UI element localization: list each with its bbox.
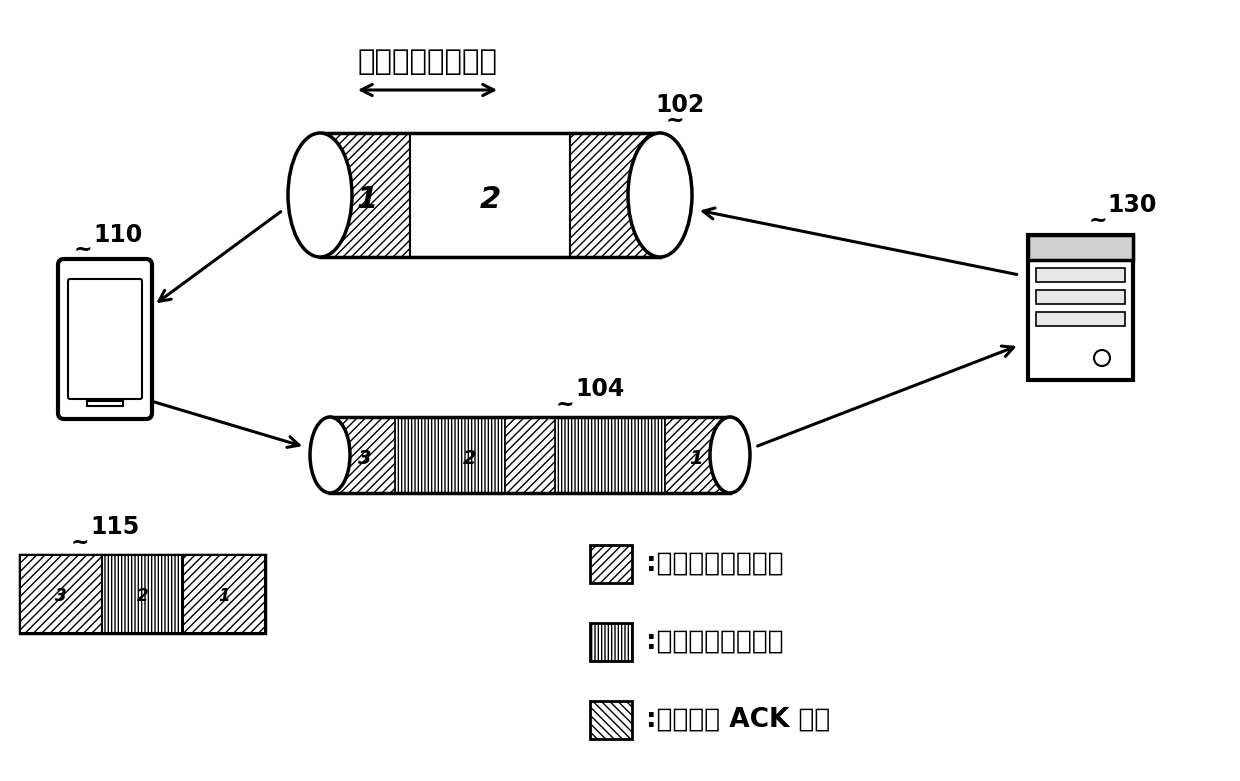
Text: 3: 3 [357,448,371,468]
Circle shape [1094,350,1110,366]
Bar [410,133,570,257]
Text: ~: ~ [73,239,92,261]
Ellipse shape [310,417,350,493]
Text: :上行链路 ACK 分组: :上行链路 ACK 分组 [646,707,831,733]
Bar [330,417,730,493]
Text: 1: 1 [218,587,229,605]
Bar [87,401,123,406]
Bar [1028,235,1132,380]
Text: ~: ~ [556,394,574,416]
Text: ~: ~ [1089,210,1107,232]
Text: 130: 130 [1107,193,1157,217]
FancyBboxPatch shape [68,279,143,399]
Bar [334,417,725,493]
Text: 102: 102 [655,93,704,117]
Bar [1028,235,1132,260]
Text: 115: 115 [91,515,139,539]
Text: 2: 2 [464,448,477,468]
Text: 下行链路数据分组: 下行链路数据分组 [357,48,497,76]
Bar [320,133,660,257]
Ellipse shape [627,133,692,257]
Bar [665,417,725,493]
Bar [184,555,265,633]
Text: 2: 2 [480,186,501,215]
Text: ~: ~ [71,532,89,554]
Text: 1: 1 [688,448,702,468]
Bar [324,133,410,257]
Text: :下行链路空闲间隔: :下行链路空闲间隔 [646,551,784,577]
Text: :上行链路数据分组: :上行链路数据分组 [646,629,784,655]
Bar [1035,268,1125,282]
FancyBboxPatch shape [58,259,153,419]
Ellipse shape [288,133,352,257]
Ellipse shape [627,133,692,257]
Bar [20,555,102,633]
Text: ~: ~ [666,110,684,132]
Text: 110: 110 [93,223,143,247]
Ellipse shape [711,417,750,493]
Bar [590,701,632,739]
Ellipse shape [288,133,352,257]
Bar [102,555,184,633]
Text: 104: 104 [575,377,624,401]
Bar [590,623,632,661]
Bar [334,417,396,493]
Bar [590,545,632,583]
Bar [505,417,556,493]
Bar [570,133,656,257]
Ellipse shape [310,417,350,493]
Text: 1: 1 [356,186,378,215]
Text: 3: 3 [55,587,67,605]
Ellipse shape [711,417,750,493]
Bar [20,555,265,633]
Bar [1035,312,1125,326]
Text: 2: 2 [136,587,149,605]
Bar [1035,290,1125,304]
